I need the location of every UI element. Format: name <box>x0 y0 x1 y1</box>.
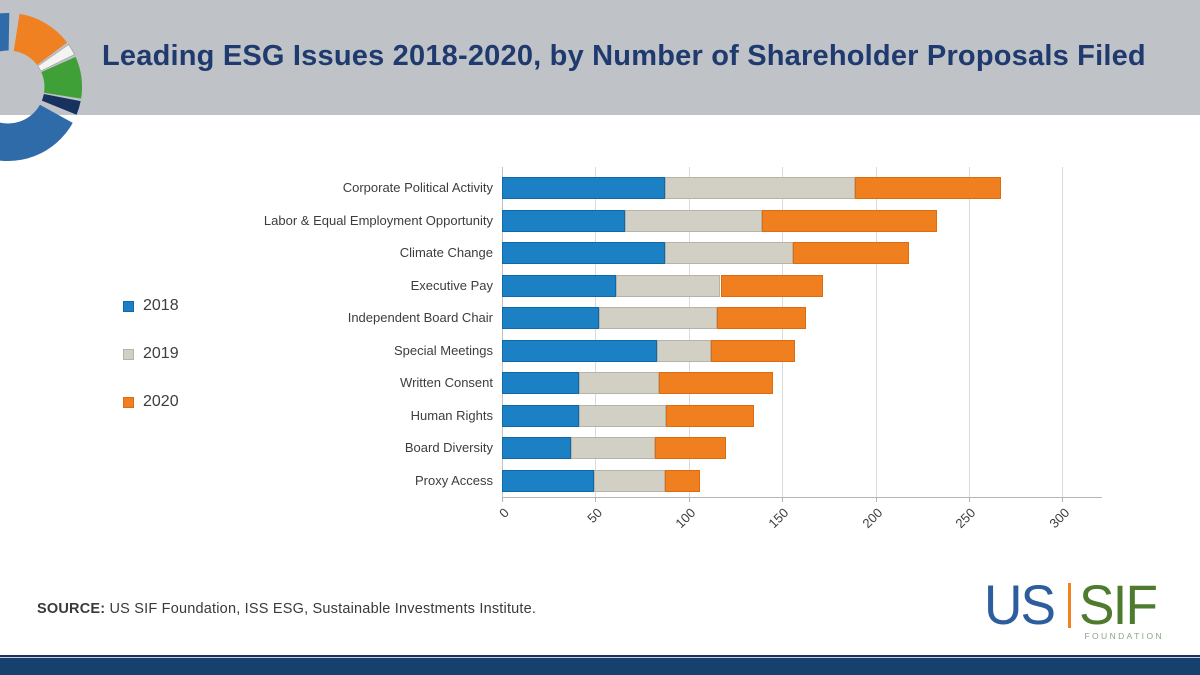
x-tick-mark-300 <box>1062 497 1064 502</box>
x-tick-label-text: 200 <box>859 505 886 531</box>
bar-segment-2018 <box>502 274 616 297</box>
category-label: Climate Change <box>399 245 493 260</box>
gridline-x-100 <box>688 167 690 497</box>
donut-segment-green <box>41 56 83 99</box>
bar-segment-2018 <box>502 437 572 460</box>
ussif-wordmark: US SIF <box>984 573 1166 636</box>
ussif-foundation-logo: US SIF FOUNDATION <box>984 573 1166 642</box>
x-tick-mark-50 <box>595 497 597 502</box>
bottom-bar-accent-line <box>0 655 1200 657</box>
bar-segment-2020 <box>655 437 727 460</box>
bar-segment-2019 <box>593 469 665 492</box>
bar-segment-2019 <box>657 339 712 362</box>
x-tick-label-text: 50 <box>584 505 605 526</box>
x-tick-mark-200 <box>875 497 877 502</box>
bar-segment-2018 <box>502 469 594 492</box>
bar-segment-2019 <box>664 177 855 200</box>
stacked-bar-chart: 0 50 100 150 200 250 300 Corporate Political Ac… <box>263 167 1102 531</box>
ussif-sif-text: SIF <box>1078 573 1158 636</box>
category-label: Proxy Access <box>414 472 493 488</box>
category-label: Board Diversity <box>404 440 493 455</box>
legend-item-2020: 2020 <box>123 393 179 411</box>
x-axis <box>502 497 1102 498</box>
bar-segment-2019 <box>625 209 762 232</box>
category-label: Independent Board Chair <box>347 310 493 325</box>
donut-chart-logo <box>0 13 83 161</box>
bar-segment-2019 <box>578 404 667 427</box>
bar-segment-2020 <box>666 404 755 427</box>
x-tick-mark-0 <box>502 497 503 502</box>
bar-segment-2020 <box>720 274 824 297</box>
bar-segment-2020 <box>711 339 796 362</box>
gridline-x-300 <box>1062 167 1064 497</box>
bottom-bar-fill <box>0 658 1200 675</box>
bar-segment-2018 <box>502 339 657 362</box>
legend-swatch-2018 <box>123 300 134 312</box>
bar-segment-2018 <box>502 404 579 427</box>
bar-segment-2019 <box>578 372 659 395</box>
bar-segment-2020 <box>855 177 1001 200</box>
category-label: Special Meetings <box>394 342 493 358</box>
bar-segment-2018 <box>502 372 579 395</box>
bar-segment-2019 <box>615 274 721 297</box>
x-tick-label-text: 0 <box>495 505 512 521</box>
bar-segment-2020 <box>658 372 773 395</box>
legend-item-2018: 2018 <box>123 297 179 315</box>
gridline-x-50 <box>595 167 597 497</box>
x-tick-label-text: 150 <box>765 505 792 531</box>
x-tick-mark-250 <box>969 497 970 502</box>
legend-item-2019: 2019 <box>123 345 179 363</box>
bar-segment-2019 <box>571 437 656 460</box>
donut-segment-navy <box>41 93 81 115</box>
bar-segment-2020 <box>793 242 910 265</box>
x-tick-mark-100 <box>688 497 690 502</box>
bar-segment-2018 <box>502 307 600 330</box>
gridline-x-250 <box>969 167 970 497</box>
ussif-foundation-text: FOUNDATION <box>1084 631 1164 641</box>
ussif-us-text: US <box>984 573 1056 636</box>
bar-segment-2019 <box>664 242 794 265</box>
donut-segment-blue <box>0 13 73 161</box>
legend-label: 2019 <box>143 345 179 362</box>
bar-segment-2020 <box>664 469 700 492</box>
gridline-x-0 <box>502 167 503 497</box>
source-text: US SIF Foundation, ISS ESG, Sustainable … <box>105 601 537 617</box>
donut-segment-white-sliver <box>37 44 75 72</box>
bottom-bar <box>0 655 1200 675</box>
x-tick-mark-150 <box>782 497 784 502</box>
bar-segment-2018 <box>502 242 665 265</box>
category-label: Written Consent <box>400 375 493 390</box>
x-tick-label-text: 100 <box>672 505 699 531</box>
x-tick-label-text: 300 <box>1046 505 1072 531</box>
x-tick-label-text: 250 <box>952 505 979 531</box>
gridline-x-150 <box>782 167 784 497</box>
bar-segment-2020 <box>761 209 938 232</box>
category-label: Human Rights <box>410 407 493 423</box>
page-title: Leading ESG Issues 2018-2020, by Number … <box>102 40 1146 72</box>
source-note: SOURCE: US SIF Foundation, ISS ESG, Sust… <box>37 601 536 617</box>
legend-swatch-2020 <box>123 396 134 408</box>
donut-segment-orange <box>13 13 68 66</box>
bottom-bar-separator-line <box>0 657 1200 658</box>
bar-segment-2018 <box>502 177 665 200</box>
bar-segment-2020 <box>716 307 807 330</box>
category-label: Executive Pay <box>410 277 493 293</box>
legend-label: 2020 <box>143 393 179 410</box>
bar-segment-2018 <box>502 209 626 232</box>
legend-label: 2018 <box>143 297 179 314</box>
ussif-separator-bar <box>1067 582 1071 628</box>
category-label: Labor & Equal Employment Opportunity <box>263 212 493 228</box>
source-label: SOURCE: <box>37 601 106 617</box>
gridline-x-200 <box>875 167 877 497</box>
legend-swatch-2019 <box>123 348 134 360</box>
category-label: Corporate Political Activity <box>342 180 493 195</box>
bar-segment-2019 <box>599 307 717 330</box>
header-band: Leading ESG Issues 2018-2020, by Number … <box>0 0 1200 115</box>
